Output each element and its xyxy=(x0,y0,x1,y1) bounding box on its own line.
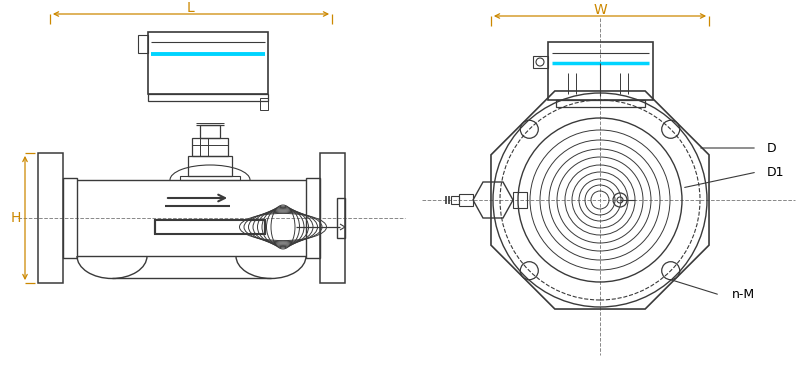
Bar xyxy=(556,100,645,107)
Text: L: L xyxy=(187,1,195,15)
Bar xyxy=(148,32,268,94)
Bar xyxy=(38,153,63,283)
Bar xyxy=(192,138,228,156)
Text: H: H xyxy=(10,211,21,225)
Bar xyxy=(533,56,548,68)
Bar xyxy=(200,125,220,138)
Bar xyxy=(188,156,232,176)
Bar xyxy=(180,176,240,180)
Bar xyxy=(63,178,77,258)
Bar xyxy=(513,192,527,208)
Text: D: D xyxy=(767,142,777,155)
Bar xyxy=(260,98,268,110)
Bar xyxy=(138,35,148,53)
Bar xyxy=(337,198,345,238)
Bar xyxy=(155,220,265,234)
Text: W: W xyxy=(593,3,607,17)
Bar xyxy=(148,94,268,101)
Text: n-M: n-M xyxy=(732,289,755,301)
Bar xyxy=(548,42,653,100)
Bar xyxy=(451,196,459,204)
Bar xyxy=(320,153,345,283)
Bar xyxy=(459,194,473,206)
Bar xyxy=(306,178,320,258)
Text: D1: D1 xyxy=(767,166,784,178)
